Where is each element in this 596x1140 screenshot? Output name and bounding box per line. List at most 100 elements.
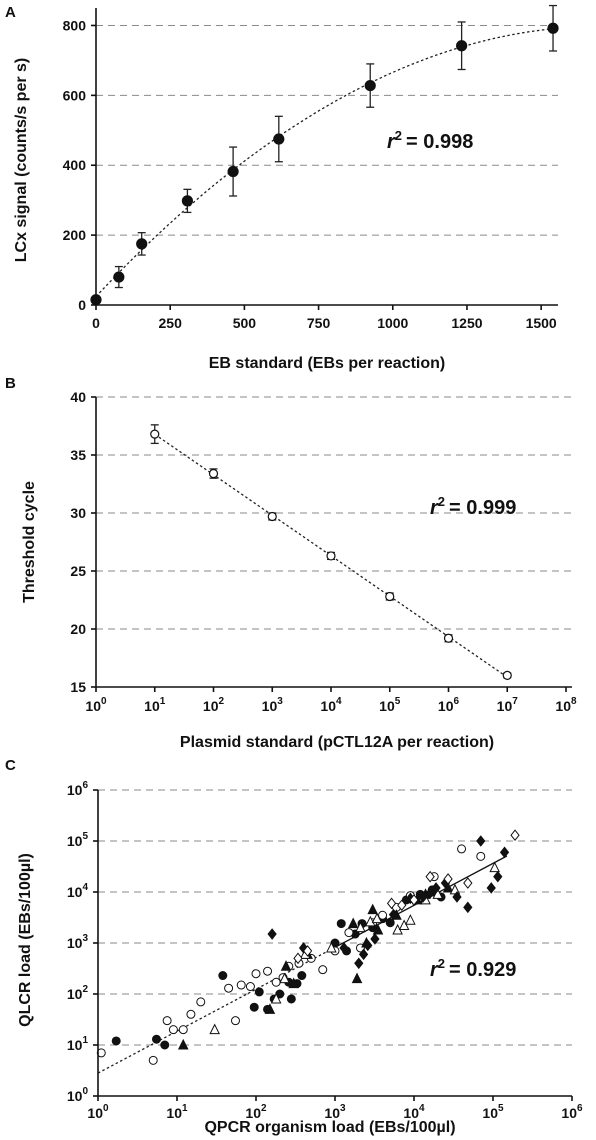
panel-b-point <box>502 670 512 681</box>
panel-c-point-open-triangle <box>270 992 282 1004</box>
panel-a-x-tick-label: 0 <box>92 315 100 331</box>
panel-b-x-tick-label: 106 <box>438 696 460 714</box>
panel-c-point-open-circle <box>236 980 246 990</box>
panel-b-y-title: Threshold cycle <box>21 481 38 603</box>
panel-b-x-tick-label: 108 <box>555 696 577 714</box>
panel-c-point-open-triangle <box>326 941 337 953</box>
panel-c-point-open-triangle <box>355 921 366 933</box>
superscript-2: 2 <box>438 494 445 509</box>
panel-c-point-filled-diamond <box>354 957 364 970</box>
panel-a-data-points <box>90 4 559 306</box>
panel-c-label: C <box>5 757 16 774</box>
panel-c-point-open-diamond <box>386 897 397 910</box>
panel-c-point-filled-diamond <box>452 891 462 903</box>
panel-b-point <box>326 551 336 561</box>
panel-c-point-open-circle <box>457 844 467 854</box>
panel-c-point-filled-circle <box>286 994 296 1004</box>
panel-c-point-open-circle <box>178 1025 188 1035</box>
panel-c-x-title: QPCR organism load (EBs/100µl) <box>204 1119 455 1136</box>
panel-c-point-open-triangle <box>279 972 290 984</box>
panel-c-point-filled-triangle <box>177 1038 189 1050</box>
panel-c-point-filled-triangle <box>367 903 379 915</box>
panel-c-y-tick-label: 102 <box>67 984 89 1002</box>
panel-c-point-open-triangle <box>371 912 383 924</box>
panel-c-r2: r2 = 0.929 <box>430 956 516 981</box>
panel-b-x-tick-label: 104 <box>320 696 342 714</box>
panel-c-point-open-circle <box>186 1009 196 1019</box>
panel-b-y-tick-label: 25 <box>70 563 86 579</box>
panel-a-gridlines <box>96 24 558 236</box>
panel-a-x-tick-label: 1250 <box>451 315 482 331</box>
panel-b-y-tick-label: 40 <box>70 389 86 405</box>
panel-a: A 0 200 400 600 800 0 250 500 750 1000 1250 1500 r2… <box>5 4 559 372</box>
panel-a-y-tick-label: 400 <box>63 157 87 173</box>
panel-a-r2: r2 = 0.998 <box>387 128 473 153</box>
panel-c-point-filled-diamond <box>431 882 441 894</box>
panel-b-point <box>443 633 454 643</box>
panel-c-point-filled-triangle <box>372 923 384 935</box>
panel-c-point-open-circle <box>378 910 388 920</box>
panel-c-point-open-circle <box>230 1016 240 1026</box>
panel-c-point-open-circle <box>148 1055 158 1065</box>
panel-c-point-filled-diamond <box>499 846 510 859</box>
r-symbol: r <box>430 497 439 519</box>
panel-a-y-title: LCx signal (counts/s per s) <box>13 58 30 262</box>
panel-b-gridlines <box>96 396 572 630</box>
panel-a-point <box>364 79 376 92</box>
panel-a-point <box>136 238 148 250</box>
panel-b: B 15 20 25 30 35 40 100 101 102 103 104 105 106 107 10… <box>5 375 577 751</box>
panel-a-point <box>227 165 239 178</box>
panel-c-point-filled-circle <box>111 1036 121 1046</box>
panel-a-x-tick-label: 250 <box>159 315 183 331</box>
panel-c-point-filled-diamond <box>476 835 486 847</box>
panel-c-x-tick-label: 104 <box>403 1103 425 1121</box>
panel-a-point <box>181 195 194 207</box>
panel-b-x-title: Plasmid standard (pCTL12A per reaction) <box>180 734 494 751</box>
panel-a-y-tick-label: 600 <box>63 87 87 103</box>
panel-c-point-open-diamond <box>293 952 303 965</box>
panel-a-x-tick-label: 1000 <box>377 315 408 331</box>
panel-c-point-open-diamond <box>302 945 313 957</box>
panel-b-point <box>208 468 219 479</box>
panel-a-y-tick-label: 200 <box>63 227 87 243</box>
panel-c-point-filled-diamond <box>363 939 373 952</box>
panel-a-x-title: EB standard (EBs per reaction) <box>209 355 446 372</box>
panel-b-point <box>385 591 395 602</box>
panel-c-point-filled-diamond <box>463 901 473 914</box>
panel-a-fit-curve <box>95 28 554 298</box>
panel-b-point <box>267 511 277 522</box>
panel-c-point-filled-circle <box>160 1040 170 1050</box>
panel-c-y-tick-label: 106 <box>67 780 89 798</box>
panel-c-point-filled-circle <box>249 1002 259 1012</box>
panel-c-point-filled-circle <box>297 971 307 981</box>
superscript-2: 2 <box>438 956 445 971</box>
panel-b-r2: r2 = 0.999 <box>430 494 516 519</box>
panel-b-y-tick-label: 35 <box>70 447 86 463</box>
panel-a-y-tick-label: 0 <box>78 297 86 313</box>
panel-c-point-filled-diamond <box>493 870 503 883</box>
panel-b-r2-value: = 0.999 <box>449 497 516 519</box>
panel-a-r2-value: = 0.998 <box>406 131 473 153</box>
panel-c-point-open-circle <box>251 969 261 979</box>
panel-c-point-filled-circle <box>218 971 228 981</box>
panel-b-x-tick-label: 102 <box>203 696 225 714</box>
panel-a-tick-labels: 0 200 400 600 800 0 250 500 750 1000 1250 1500 <box>63 17 557 331</box>
panel-c-point-open-diamond <box>425 870 435 883</box>
panel-c-y-title: QLCR load (EBs/100µl) <box>17 853 34 1027</box>
panel-c-point-open-circle <box>196 997 206 1007</box>
panel-a-point <box>547 22 559 34</box>
panel-b-x-tick-label: 107 <box>497 696 519 714</box>
panel-b-label: B <box>5 375 16 392</box>
panel-c-point-open-circle <box>344 928 354 938</box>
panel-c-r2-value: = 0.929 <box>449 959 516 981</box>
panel-c-point-filled-diamond <box>267 928 277 940</box>
panel-c-x-tick-label: 103 <box>324 1103 346 1121</box>
panel-c-point-filled-diamond <box>358 948 369 961</box>
panel-c-point-open-triangle <box>365 915 376 927</box>
panel-a-x-tick-label: 500 <box>233 315 257 331</box>
panel-a-x-tick-label: 1500 <box>526 315 557 331</box>
panel-c-point-open-circle <box>263 966 273 976</box>
panel-c-point-open-triangle <box>432 888 444 899</box>
